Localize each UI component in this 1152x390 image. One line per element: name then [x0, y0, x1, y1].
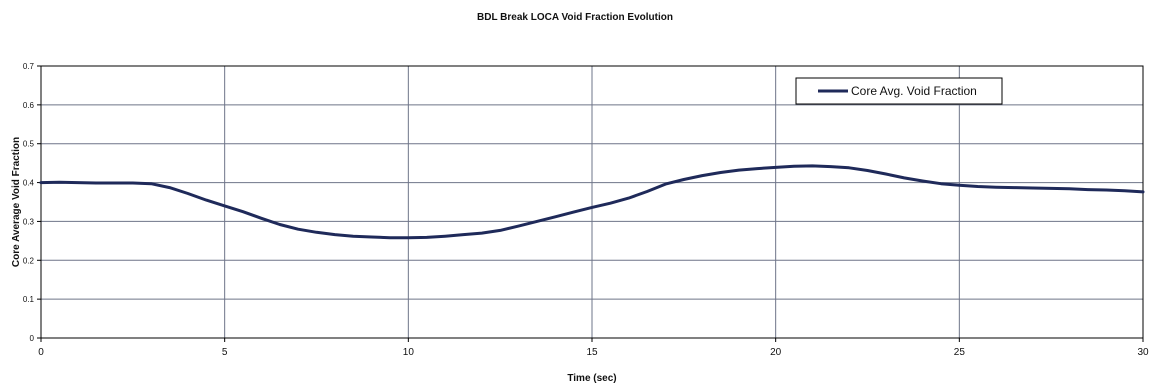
x-tick-label: 30: [1137, 347, 1149, 358]
y-tick-label: 0: [30, 334, 35, 343]
y-tick-label: 0.1: [23, 295, 35, 304]
x-tick-label: 15: [586, 347, 598, 358]
y-tick-label: 0.2: [23, 256, 35, 265]
y-tick-label: 0.4: [23, 179, 35, 188]
y-tick-label: 0.3: [23, 217, 35, 226]
x-tick-label: 0: [38, 347, 44, 358]
series-line: [39, 164, 1145, 240]
y-axis-label: Core Average Void Fraction: [11, 137, 22, 267]
plot-area: [40, 65, 1144, 339]
x-tick-label: 20: [770, 347, 782, 358]
x-tick-label: 25: [954, 347, 966, 358]
axes: [37, 65, 1144, 342]
x-axis-label: Time (sec): [567, 373, 616, 384]
chart-title: BDL Break LOCA Void Fraction Evolution: [477, 12, 673, 23]
y-tick-label: 0.5: [23, 140, 35, 149]
grid: [40, 65, 1144, 339]
y-tick-label: 0.7: [23, 62, 35, 71]
x-tick-label: 10: [403, 347, 415, 358]
legend-label: Core Avg. Void Fraction: [851, 84, 977, 98]
y-tick-label: 0.6: [23, 101, 35, 110]
tick-labels: 0 5 10 15 20 25 30 0 0.1 0.2 0.3 0.4 0.5 0.6 0.7: [23, 62, 1149, 358]
series-lines: [39, 164, 1145, 240]
x-tick-label: 5: [222, 347, 228, 358]
legend: Core Avg. Void Fraction: [795, 77, 1003, 105]
